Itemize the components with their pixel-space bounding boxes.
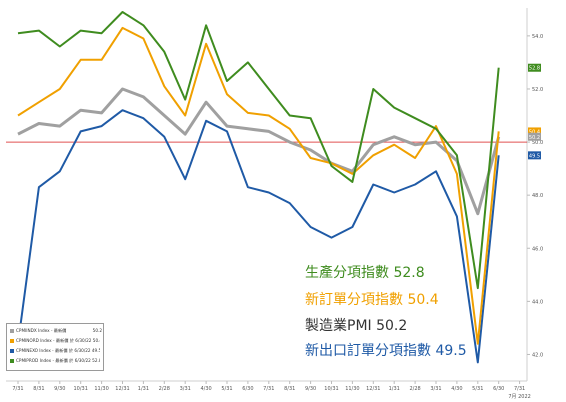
legend: CPMIINDX Index - 最新價 50.2 CPMINORD Index… — [6, 323, 104, 371]
y-tick-label: 48.0 — [532, 193, 543, 199]
x-tick-label: 10/31 — [324, 386, 338, 392]
series-line-new-orders — [17, 26, 500, 345]
x-tick-label: 4/30 — [200, 386, 211, 392]
x-tick-label: 6/30 — [493, 386, 504, 392]
series-line-production — [17, 11, 500, 290]
x-tick-label: 6/30 — [242, 386, 253, 392]
x-tick-label: 12/31 — [366, 386, 380, 392]
x-tick-label: 11/30 — [345, 386, 359, 392]
series-line-export-orders — [17, 109, 500, 364]
legend-swatch — [10, 328, 14, 333]
legend-label: CPMIPROD Index - 最新價 於 6/30/22 52.8 — [16, 357, 100, 363]
x-tick-label: 1/31 — [389, 386, 400, 392]
end-label-export-orders-tag — [528, 151, 541, 160]
annotation-production-index: 生產分項指數 52.8 — [305, 265, 425, 281]
legend-row-export-orders: CPMINEXO Index - 最新價 於 6/30/22 49.5 — [10, 346, 102, 355]
x-tick-label: 2/28 — [409, 386, 420, 392]
x-tick-label: 10/31 — [73, 386, 87, 392]
x-tick-label: 11/30 — [94, 386, 108, 392]
y-tick-label: 46.0 — [532, 246, 543, 252]
y-tick-label: 50.0 — [532, 140, 543, 146]
y-tick-label: 52.0 — [532, 87, 543, 93]
series-line-pmi — [17, 87, 501, 216]
x-tick-label: 7/31 — [263, 386, 274, 392]
x-tick-label: 5/31 — [472, 386, 483, 392]
annotation-export-orders-index: 新出口訂單分項指數 49.5 — [305, 343, 467, 359]
x-tick-label: 9/30 — [305, 386, 316, 392]
legend-row-new-orders: CPMINORD Index - 最新價 於 6/30/22 50.4 — [10, 336, 102, 345]
legend-label: CPMINEXO Index - 最新價 於 6/30/22 49.5 — [16, 347, 100, 353]
end-label-new-orders-tag — [528, 127, 541, 136]
legend-swatch — [10, 358, 14, 363]
x-tick-label: 8/31 — [284, 386, 295, 392]
y-tick-label: 42.0 — [532, 352, 543, 358]
end-label-pmi-tag — [528, 132, 541, 141]
end-label-new-orders: 50.4 — [529, 129, 540, 135]
x-tick-label: 7/31 — [12, 386, 23, 392]
x-tick-label: 3/31 — [430, 386, 441, 392]
legend-swatch — [10, 348, 14, 353]
end-label-production: 52.8 — [529, 66, 540, 72]
x-end-label: 7月 2022 — [508, 394, 531, 400]
y-tick-label: 54.0 — [532, 34, 543, 40]
x-tick-label: 1/31 — [138, 386, 149, 392]
x-tick-label: 7/31 — [514, 386, 525, 392]
legend-label: CPMINORD Index - 最新價 於 6/30/22 50.4 — [16, 337, 100, 343]
legend-label: CPMIINDX Index - 最新價 — [16, 327, 67, 333]
x-tick-label: 4/30 — [451, 386, 462, 392]
x-tick-label: 5/31 — [221, 386, 232, 392]
x-tick-label: 9/30 — [54, 386, 65, 392]
legend-row-pmi: CPMIINDX Index - 最新價 50.2 — [10, 326, 102, 335]
legend-value: 50.2 — [92, 328, 102, 333]
end-label-production-tag — [528, 63, 541, 72]
y-tick-label: 44.0 — [532, 299, 543, 305]
x-tick-label: 8/31 — [33, 386, 44, 392]
x-tick-label: 12/31 — [115, 386, 129, 392]
annotation-new-orders-index: 新訂單分項指數 50.4 — [305, 292, 439, 308]
end-label-export-orders: 49.5 — [529, 153, 540, 159]
legend-swatch — [10, 338, 14, 343]
x-tick-label: 3/31 — [180, 386, 191, 392]
x-tick-label: 2/28 — [159, 386, 170, 392]
end-label-pmi: 50.2 — [529, 135, 540, 141]
annotation-manufacturing-pmi: 製造業PMI 50.2 — [305, 318, 408, 334]
legend-row-production: CPMIPROD Index - 最新價 於 6/30/22 52.8 — [10, 356, 102, 365]
